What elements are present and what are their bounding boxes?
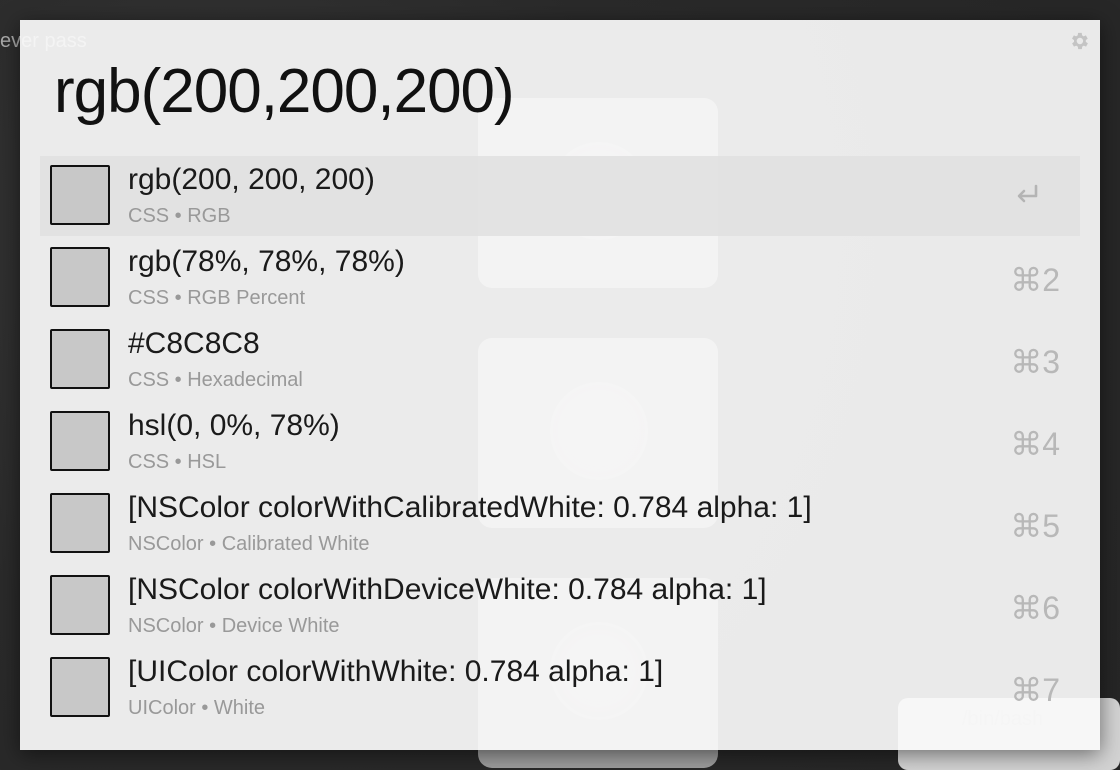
color-swatch [50, 411, 110, 471]
result-shortcut: ⌘4 [1010, 426, 1060, 462]
return-icon [1017, 184, 1038, 203]
result-item[interactable]: [NSColor colorWithCalibratedWhite: 0.784… [40, 484, 1080, 566]
color-swatch [50, 247, 110, 307]
result-subtitle: CSS • RGB [128, 205, 231, 227]
result-item[interactable]: rgb(78%, 78%, 78%) CSS • RGB Percent ⌘2 [40, 238, 1080, 320]
result-item[interactable]: #C8C8C8 CSS • Hexadecimal ⌘3 [40, 320, 1080, 402]
result-shortcut: ⌘3 [1010, 344, 1060, 380]
result-subtitle: UIColor • White [128, 697, 266, 719]
color-swatch [50, 575, 110, 635]
result-item[interactable]: [UIColor colorWithWhite: 0.784 alpha: 1]… [40, 648, 1080, 730]
result-shortcut: ⌘5 [1010, 508, 1060, 544]
result-title: [UIColor colorWithWhite: 0.784 alpha: 1] [128, 655, 664, 688]
result-subtitle: CSS • HSL [128, 451, 227, 473]
color-swatch [50, 165, 110, 225]
result-item[interactable]: [NSColor colorWithDeviceWhite: 0.784 alp… [40, 566, 1080, 648]
result-shortcut: ⌘6 [1010, 590, 1060, 626]
result-title: hsl(0, 0%, 78%) [128, 409, 340, 442]
result-shortcut: ⌘7 [1010, 672, 1060, 708]
search-query-field[interactable]: rgb(200,200,200) [54, 57, 515, 126]
result-title: [NSColor colorWithDeviceWhite: 0.784 alp… [128, 573, 767, 606]
result-title: #C8C8C8 [128, 327, 260, 360]
result-subtitle: NSColor • Device White [128, 615, 340, 637]
result-shortcut: ⌘2 [1010, 262, 1060, 298]
launcher-window: rgb(200,200,200) rgb(200, 200, 200) CSS … [20, 20, 1100, 750]
color-swatch [50, 657, 110, 717]
result-title: [NSColor colorWithCalibratedWhite: 0.784… [128, 491, 812, 524]
result-item[interactable]: hsl(0, 0%, 78%) CSS • HSL ⌘4 [40, 402, 1080, 484]
results-list: rgb(200, 200, 200) CSS • RGB rgb(78%, 78… [40, 156, 1080, 730]
result-subtitle: CSS • Hexadecimal [128, 369, 303, 391]
result-subtitle: NSColor • Calibrated White [128, 533, 370, 555]
result-title: rgb(200, 200, 200) [128, 163, 375, 196]
gear-icon[interactable] [1068, 30, 1090, 52]
result-item[interactable]: rgb(200, 200, 200) CSS • RGB [40, 156, 1080, 236]
color-swatch [50, 493, 110, 553]
result-subtitle: CSS • RGB Percent [128, 287, 306, 309]
result-title: rgb(78%, 78%, 78%) [128, 245, 405, 278]
color-swatch [50, 329, 110, 389]
